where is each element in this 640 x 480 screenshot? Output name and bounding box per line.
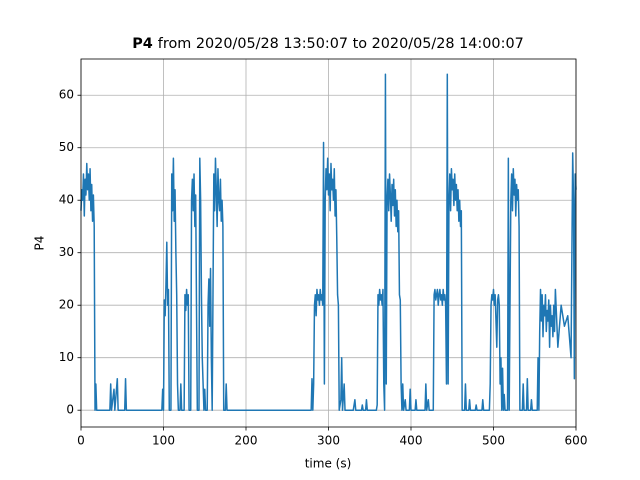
y-tick-label: 20 <box>59 298 74 312</box>
y-tick-label: 50 <box>59 140 74 154</box>
y-tick-label: 60 <box>59 88 74 102</box>
x-tick-label: 300 <box>317 434 340 448</box>
data-line <box>80 73 577 411</box>
title-range: from 2020/05/28 13:50:07 to 2020/05/28 1… <box>158 36 524 52</box>
x-tick-label: 100 <box>152 434 175 448</box>
x-tick-label: 600 <box>565 434 588 448</box>
x-tick-label: 400 <box>400 434 423 448</box>
y-tick-label: 40 <box>59 193 74 207</box>
y-axis-label: P4 <box>33 236 47 251</box>
y-tick-label: 0 <box>66 403 74 417</box>
title-variable: P4 <box>132 36 153 52</box>
x-tick-label: 200 <box>235 434 258 448</box>
x-tick-label: 500 <box>482 434 505 448</box>
x-tick-label: 0 <box>77 434 85 448</box>
x-axis-label: time (s) <box>305 457 352 471</box>
plot-frame <box>80 58 577 428</box>
chart-title: P4 from 2020/05/28 13:50:07 to 2020/05/28… <box>132 36 524 52</box>
y-tick-label: 10 <box>59 350 74 364</box>
y-tick-label: 30 <box>59 245 74 259</box>
